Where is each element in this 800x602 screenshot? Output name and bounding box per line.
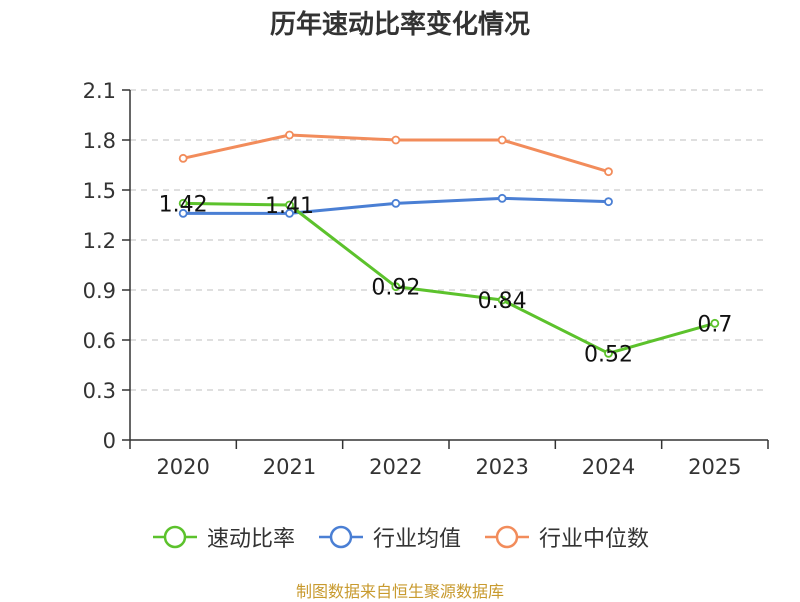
data-point-industry_mean (391, 198, 401, 208)
data-label-speed_ratio: 1.42 (159, 192, 208, 217)
data-label-speed_ratio: 0.92 (371, 276, 420, 301)
series-speed_ratio (178, 198, 720, 358)
series-industry_mean (178, 193, 613, 218)
data-point-speed_ratio (391, 282, 401, 292)
data-point-speed_ratio (497, 295, 507, 305)
data-point-industry_mean (178, 208, 188, 218)
data-point-industry_median (604, 167, 613, 177)
grid-layer (130, 89, 768, 391)
source-note: 制图数据来自恒生聚源数据库 (295, 582, 504, 601)
label-layer: 1.42 1.41 0.92 0.84 0.52 0.7 (159, 192, 733, 367)
data-point-industry_median (285, 130, 294, 140)
series-line-speed_ratio (183, 201, 716, 355)
legend-label-industry-median: 行业中位数 (539, 527, 650, 552)
x-tick-label: 2022 (369, 455, 422, 479)
data-point-industry_mean (497, 193, 507, 203)
data-point-speed_ratio (178, 198, 188, 208)
axis-layer: 0 0.3 0.6 0.9 1.2 1.5 1.8 2.1 2020 2021 2022 2023 20… (83, 79, 769, 479)
data-point-speed_ratio (604, 348, 613, 358)
legend-swatch-industry-median (485, 525, 529, 549)
x-tick-label: 2025 (688, 455, 741, 479)
data-label-speed_ratio: 1.41 (265, 194, 314, 219)
series-industry_median (178, 130, 613, 177)
y-tick-label: 0 (103, 429, 116, 453)
y-tick-label: 0.9 (83, 279, 116, 303)
legend-label-speed-ratio: 速动比率 (206, 527, 295, 552)
data-label-speed_ratio: 0.84 (478, 289, 527, 314)
legend-item-industry-median[interactable]: 行业中位数 (483, 521, 649, 553)
data-point-industry_median (391, 135, 401, 145)
data-label-speed_ratio: 0.7 (697, 312, 732, 337)
data-point-industry_median (497, 135, 507, 145)
legend-swatch-industry-mean (318, 525, 363, 549)
data-label-speed_ratio: 0.52 (584, 342, 633, 367)
data-point-speed_ratio (710, 318, 720, 328)
chart-title: 历年速动比率变化情况 (269, 10, 530, 40)
y-tick-label: 0.3 (83, 379, 116, 403)
legend: 速动比率 行业均值 行业中位数 (0, 521, 800, 553)
series-layer (178, 130, 720, 358)
data-point-industry_mean (604, 197, 613, 207)
legend-swatch-speed-ratio (152, 525, 197, 549)
legend-item-industry-mean[interactable]: 行业均值 (317, 521, 461, 553)
y-tick-label: 1.5 (83, 179, 116, 203)
data-point-industry_median (178, 153, 188, 163)
y-tick-label: 0.6 (83, 329, 116, 353)
x-tick-label: 2023 (475, 455, 528, 479)
x-tick-label: 2020 (156, 455, 209, 479)
y-tick-label: 1.8 (83, 129, 116, 153)
data-point-speed_ratio (285, 200, 294, 210)
legend-label-industry-mean: 行业均值 (372, 527, 461, 552)
data-point-industry_mean (285, 208, 294, 218)
y-tick-label: 2.1 (83, 79, 116, 103)
x-tick-label: 2021 (263, 455, 316, 479)
y-tick-label: 1.2 (83, 229, 116, 253)
legend-item-speed-ratio[interactable]: 速动比率 (151, 521, 295, 553)
x-tick-label: 2024 (582, 455, 635, 479)
